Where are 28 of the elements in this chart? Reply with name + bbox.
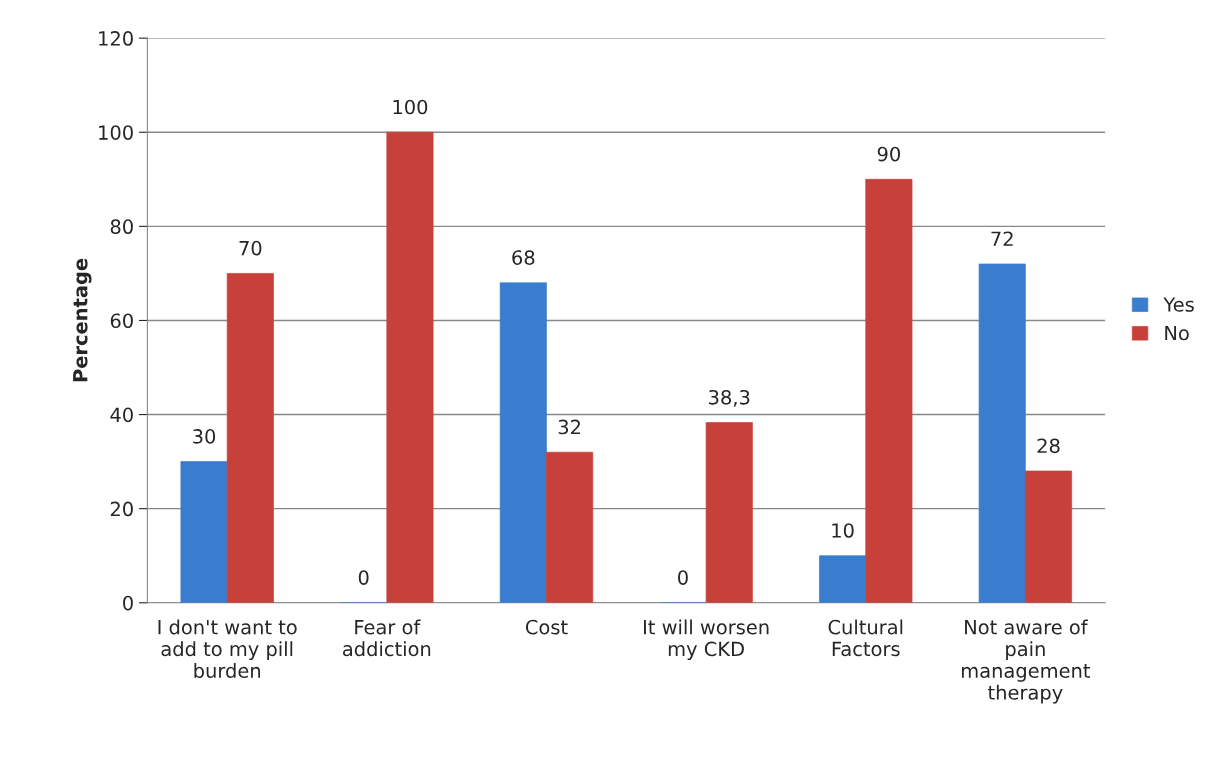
y-axis-title: Percentage (73, 258, 92, 382)
y-tick-label: 60 (110, 313, 133, 329)
x-tick-label: I don't want to add to my pill burden (158, 619, 297, 679)
data-label: 28 (1037, 438, 1060, 454)
data-label: 100 (393, 99, 428, 115)
data-label: 0 (678, 570, 688, 585)
y-tick-label: 20 (110, 501, 133, 517)
y-tick-label: 100 (99, 125, 133, 140)
y-tick-label: 120 (99, 31, 133, 46)
legend-label: Yes (1163, 297, 1194, 312)
data-label: 10 (832, 523, 854, 538)
y-tick-label: 80 (110, 219, 133, 235)
x-tick-label: Cultural Factors (828, 619, 903, 657)
x-tick-label: It will worsen my CKD (643, 619, 769, 661)
data-label: 32 (558, 419, 581, 435)
legend-label: No (1165, 325, 1189, 341)
data-label: 90 (877, 146, 900, 162)
y-tick-label: 0 (123, 595, 133, 611)
y-tick-label: 40 (110, 407, 133, 423)
x-tick-label: Not aware of pain management therapy (962, 619, 1091, 704)
data-label: 68 (512, 250, 535, 265)
x-tick-label: Fear of addiction (343, 619, 431, 657)
data-label: 0 (358, 570, 369, 585)
data-label: 70 (239, 240, 262, 256)
data-label: 30 (193, 429, 216, 444)
x-tick-label: Cost (525, 619, 568, 635)
data-label: 72 (991, 231, 1013, 246)
data-label: 38,3 (709, 389, 750, 407)
